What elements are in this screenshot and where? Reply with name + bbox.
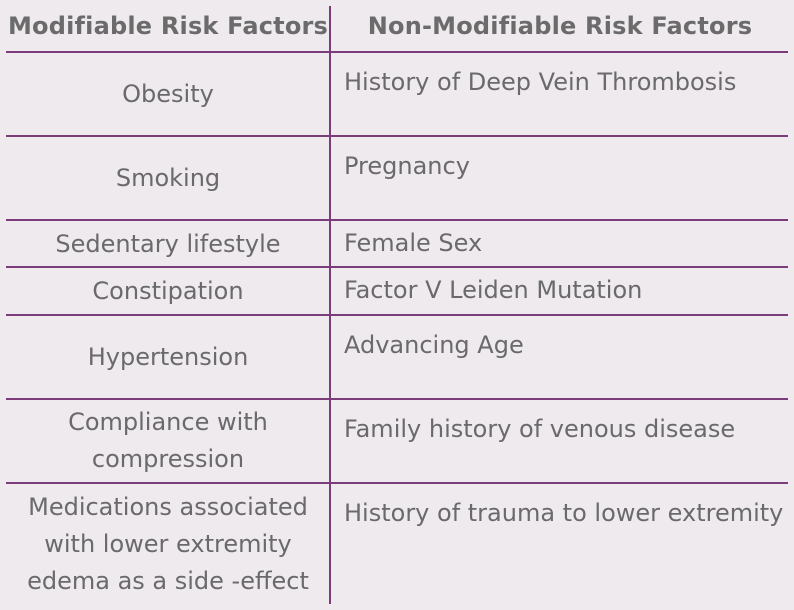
modifiable-cell: Hypertension [87,342,249,371]
row-divider [6,482,788,484]
non-modifiable-cell: History of Deep Vein Thrombosis [344,68,737,96]
non-modifiable-cell: Female Sex [344,229,483,257]
modifiable-cell: Compliance with compression [68,408,268,473]
row-divider [6,266,788,268]
table-row: Sedentary lifestyle Female Sex [0,221,794,267]
table-row: Compliance with compression Family histo… [0,400,794,482]
header-modifiable: Modifiable Risk Factors [7,12,329,40]
table-row: Smoking Pregnancy [0,137,794,219]
modifiable-cell: Smoking [115,163,221,192]
row-divider [6,398,788,400]
non-modifiable-cell: Factor V Leiden Mutation [344,276,643,304]
table-row: Constipation Factor V Leiden Mutation [0,268,794,314]
row-divider [6,135,788,137]
modifiable-cell: Obesity [122,79,214,108]
row-divider [6,219,788,221]
header-non-modifiable: Non-Modifiable Risk Factors [367,12,753,40]
table-row: Obesity History of Deep Vein Thrombosis [0,53,794,135]
row-divider [6,314,788,316]
column-divider [329,6,331,604]
table-row: Hypertension Advancing Age [0,316,794,398]
non-modifiable-cell: History of trauma to lower extremity [344,499,784,527]
header-divider [6,51,788,53]
non-modifiable-cell: Family history of venous disease [344,415,736,443]
modifiable-cell: Sedentary lifestyle [55,229,281,258]
modifiable-cell: Constipation [92,276,244,305]
table-row: Medications associated with lower extrem… [0,484,794,604]
non-modifiable-cell: Pregnancy [344,152,470,180]
modifiable-cell: Medications associated with lower extrem… [27,492,309,595]
non-modifiable-cell: Advancing Age [344,331,524,359]
